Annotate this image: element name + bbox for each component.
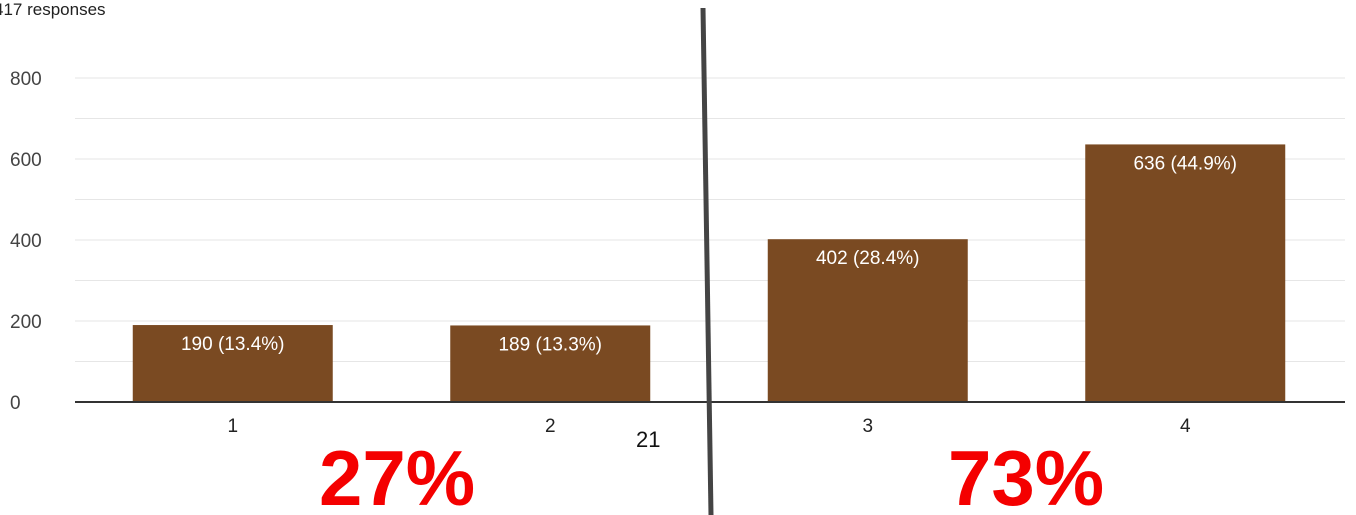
divider-line: [700, 7, 714, 515]
x-tick-label: 2: [545, 416, 556, 437]
bar: [132, 325, 333, 402]
y-tick-label: 400: [10, 231, 42, 252]
data-label: 636 (44.9%): [1133, 153, 1237, 174]
bar: [767, 239, 968, 402]
bars: [132, 144, 1286, 403]
y-tick-label: 600: [10, 150, 42, 171]
y-tick-label: 800: [10, 69, 42, 90]
bar: [1085, 144, 1286, 403]
x-tick-label: 3: [862, 416, 873, 437]
data-label: 190 (13.4%): [181, 334, 285, 355]
x-tick-labels: 1 2 3 4: [227, 416, 1191, 437]
right-percent-annotation: 73%: [948, 434, 1104, 515]
y-tick-label: 0: [10, 393, 21, 414]
stray-label: 21: [636, 427, 660, 452]
data-labels: 190 (13.4%) 189 (13.3%) 402 (28.4%) 636 (44…: [181, 153, 1237, 355]
left-percent-annotation: 27%: [319, 434, 475, 515]
y-tick-label: 200: [10, 312, 42, 333]
x-tick-label: 4: [1180, 416, 1191, 437]
y-tick-labels: 0 200 400 600 800: [10, 69, 42, 414]
bar: [450, 325, 651, 402]
responses-count: 417 responses: [0, 0, 106, 19]
x-tick-label: 1: [227, 416, 238, 437]
data-label: 402 (28.4%): [816, 248, 920, 269]
data-label: 189 (13.3%): [498, 334, 602, 355]
